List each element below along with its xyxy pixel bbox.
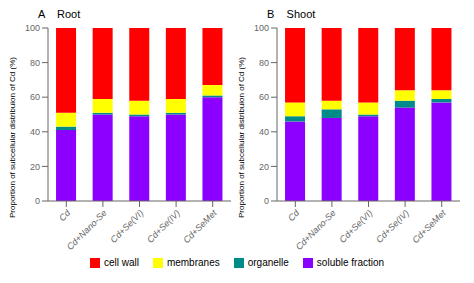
html-text:B Shoot: B Shoot xyxy=(267,8,316,20)
svg-text:Cd+Se(VI): Cd+Se(VI) xyxy=(337,208,374,245)
svg-text:0: 0 xyxy=(35,196,40,206)
svg-text:20: 20 xyxy=(30,162,40,172)
html-text:soluble fraction: soluble fraction xyxy=(316,257,385,268)
svg-text:40: 40 xyxy=(30,127,40,137)
html-text:cell wall: cell wall xyxy=(103,257,139,268)
svg-text:Cd+Nano-Se: Cd+Nano-Se xyxy=(294,208,338,252)
svg-text:0: 0 xyxy=(264,196,269,206)
svg-text:Cd+SeMet: Cd+SeMet xyxy=(410,208,448,246)
svg-text:Cd: Cd xyxy=(286,207,302,223)
svg-text:80: 80 xyxy=(259,58,269,68)
svg-text:80: 80 xyxy=(30,58,40,68)
svg-text:Cd+Nano-Se: Cd+Nano-Se xyxy=(65,208,109,252)
svg-text:Cd+Se(IV): Cd+Se(IV) xyxy=(374,208,411,245)
html-text:membranes: membranes xyxy=(166,257,220,268)
svg-text:Cd+Se(IV): Cd+Se(IV) xyxy=(145,208,182,245)
svg-text:40: 40 xyxy=(259,127,269,137)
svg-text:60: 60 xyxy=(259,92,269,102)
svg-text:Cd+Se(VI): Cd+Se(VI) xyxy=(108,208,145,245)
svg-text:100: 100 xyxy=(25,23,40,33)
html-text:A Root: A Root xyxy=(38,8,81,20)
html-text:organelle: organelle xyxy=(247,257,289,268)
svg-text:20: 20 xyxy=(259,162,269,172)
svg-text:100: 100 xyxy=(254,23,269,33)
html-text:Proportion of subcellular dist: Proportion of subcellular distribuion of… xyxy=(237,57,246,219)
html-text:Proportion of subcellular dist: Proportion of subcellular distribuion of… xyxy=(8,57,17,219)
svg-text:60: 60 xyxy=(30,92,40,102)
svg-text:Cd: Cd xyxy=(57,207,73,223)
svg-text:Cd+SeMet: Cd+SeMet xyxy=(181,208,219,246)
